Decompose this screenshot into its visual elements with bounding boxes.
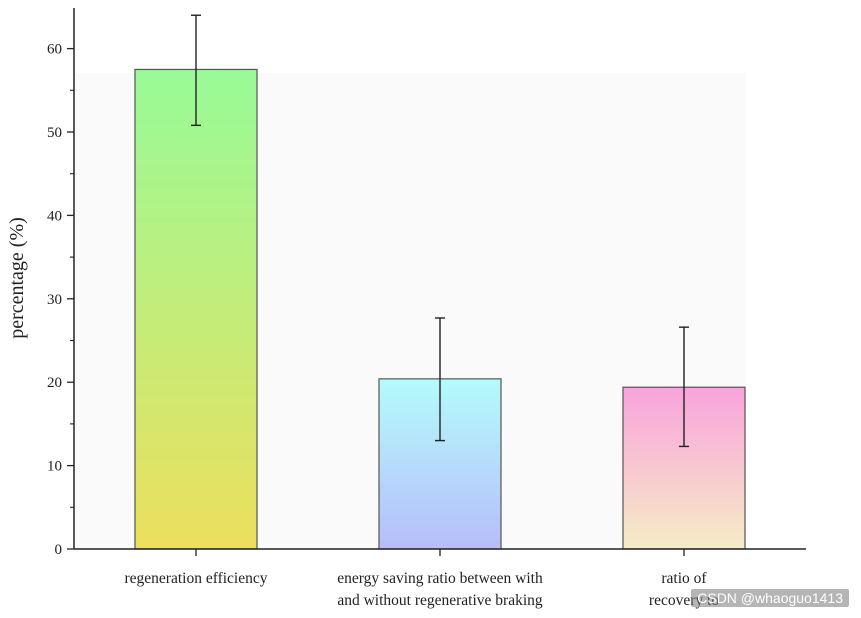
y-tick-label: 20 bbox=[47, 375, 62, 391]
y-tick-label: 40 bbox=[47, 208, 62, 224]
y-tick-label: 0 bbox=[55, 542, 63, 558]
y-tick-label: 50 bbox=[47, 125, 62, 141]
y-tick-label: 60 bbox=[47, 42, 62, 58]
y-tick-label: 30 bbox=[47, 292, 62, 308]
y-tick-label: 10 bbox=[47, 459, 62, 475]
watermark-text: CSDN @whaoguo1413 bbox=[691, 589, 849, 607]
y-axis-label: percentage (%) bbox=[6, 217, 28, 339]
bar-1 bbox=[134, 68, 258, 550]
x-category-label-2: energy saving ratio between with and with… bbox=[337, 570, 543, 609]
x-category-label-1: regeneration efficiency bbox=[124, 570, 267, 587]
